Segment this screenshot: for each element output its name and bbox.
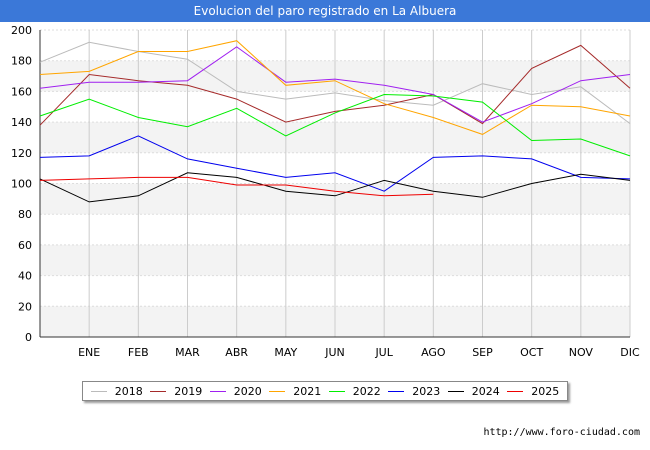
legend-swatch (269, 390, 286, 392)
y-tick-label: 120 (11, 147, 32, 160)
legend-item-2025: 2025 (507, 385, 559, 398)
y-tick-label: 100 (11, 178, 32, 191)
legend-item-2024: 2024 (447, 384, 500, 398)
x-tick-label: ENE (78, 346, 100, 359)
tick-labels: 0 20 40 60 80 100 120 140 160 180 200 ENE FEB MAR ABR M… (11, 24, 640, 359)
legend-label: 2018 (114, 384, 143, 398)
y-tick-label: 200 (11, 24, 32, 37)
legend-item-2020: 2020 (209, 384, 262, 398)
x-tick-label: OCT (520, 346, 543, 359)
y-tick-label: 180 (11, 55, 32, 68)
gridlines (40, 29, 631, 338)
x-tick-label: DIC (620, 346, 640, 359)
y-tick-label: 20 (18, 300, 32, 313)
x-tick-label: JUL (374, 346, 393, 359)
legend-item-2022: 2022 (328, 384, 381, 398)
series-line-2023 (39, 135, 631, 192)
series-line-2022 (39, 93, 631, 157)
legend-swatch (150, 390, 167, 392)
legend-swatch (328, 390, 345, 392)
x-tick-label: MAY (274, 346, 297, 359)
legend-swatch (90, 390, 107, 392)
y-tick-label: 0 (25, 331, 32, 344)
x-tick-label: JUN (324, 346, 345, 359)
y-tick-label: 160 (11, 85, 32, 98)
legend-swatch (447, 390, 464, 392)
series-line-2021 (39, 40, 631, 135)
chart-title: Evolucion del paro registrado en La Albu… (0, 0, 650, 22)
legend-label: 2021 (293, 384, 322, 398)
legend-label: 2020 (233, 384, 262, 398)
axes (39, 30, 630, 338)
x-tick-label: ABR (225, 346, 248, 359)
x-tick-label: FEB (128, 346, 149, 359)
legend-swatch (507, 390, 524, 392)
y-tick-label: 60 (18, 239, 32, 252)
x-tick-label: SEP (472, 346, 493, 359)
y-tick-label: 80 (18, 208, 32, 221)
series-line-2020 (39, 46, 631, 123)
x-tick-label: NOV (569, 346, 594, 359)
source-footer: http://www.foro-ciudad.com (483, 427, 640, 438)
y-tick-label: 40 (18, 270, 32, 283)
legend-item-2021: 2021 (269, 385, 321, 398)
legend-swatch (388, 390, 405, 392)
legend-label: 2022 (352, 384, 381, 398)
legend-label: 2023 (412, 384, 441, 398)
legend-swatch (209, 390, 226, 392)
legend-item-2023: 2023 (388, 385, 440, 398)
x-tick-label: MAR (175, 346, 200, 359)
series-line-2025 (39, 176, 434, 197)
legend-item-2019: 2019 (150, 385, 202, 398)
series-line-2019 (39, 44, 631, 126)
series-lines (39, 40, 631, 203)
series-line-2024 (39, 172, 631, 203)
legend-label: 2019 (174, 384, 203, 398)
legend-label: 2025 (531, 384, 560, 398)
legend-label: 2024 (471, 384, 500, 398)
legend: 2018 2019 2020 2021 2022 2023 2024 2025 (82, 381, 568, 401)
y-tick-label: 140 (11, 116, 32, 129)
x-tick-label: AGO (421, 346, 446, 359)
legend-item-2018: 2018 (90, 384, 143, 398)
